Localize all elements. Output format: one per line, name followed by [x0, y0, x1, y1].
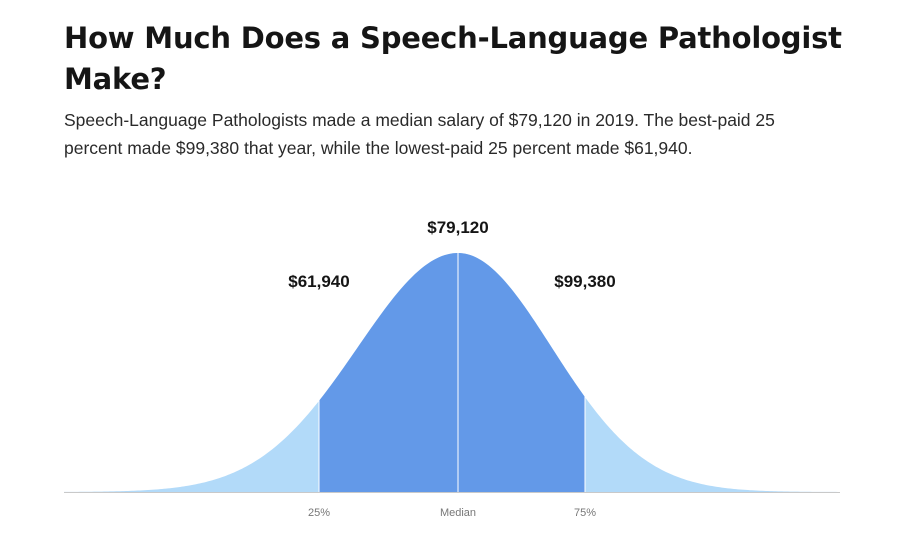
page-title: How Much Does a Speech-Language Patholog…: [64, 21, 842, 96]
tick-labels: 25% Median 75%: [308, 507, 596, 519]
median-value-label: $79,120: [427, 218, 488, 237]
p25-tick-label: 25%: [308, 507, 330, 519]
value-labels: $61,940 $79,120 $99,380: [288, 218, 615, 291]
percentile-markers: [318, 253, 586, 492]
p25-value-label: $61,940: [288, 272, 349, 291]
middle-band-area: [319, 253, 585, 492]
median-tick-label: Median: [440, 507, 476, 519]
p75-value-label: $99,380: [554, 272, 615, 291]
page-subtitle: Speech-Language Pathologists made a medi…: [64, 110, 775, 158]
p75-tick-label: 75%: [574, 507, 596, 519]
